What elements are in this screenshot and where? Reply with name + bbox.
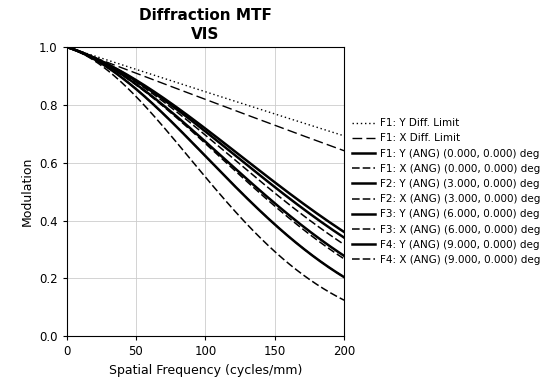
F1: Y (ANG) (0.000, 0.000) deg: (0, 1): Y (ANG) (0.000, 0.000) deg: (0, 1) bbox=[63, 45, 70, 49]
Line: F4: Y (ANG) (9.000, 0.000) deg: F4: Y (ANG) (9.000, 0.000) deg bbox=[67, 47, 344, 277]
F4: Y (ANG) (9.000, 0.000) deg: (0, 1): Y (ANG) (9.000, 0.000) deg: (0, 1) bbox=[63, 45, 70, 49]
Title: Diffraction MTF
VIS: Diffraction MTF VIS bbox=[139, 8, 272, 41]
F3: X (ANG) (6.000, 0.000) deg: (137, 0.443): X (ANG) (6.000, 0.000) deg: (137, 0.443) bbox=[254, 206, 260, 210]
F3: Y (ANG) (6.000, 0.000) deg: (80.9, 0.753): Y (ANG) (6.000, 0.000) deg: (80.9, 0.753… bbox=[175, 116, 182, 121]
F3: Y (ANG) (6.000, 0.000) deg: (137, 0.512): Y (ANG) (6.000, 0.000) deg: (137, 0.512) bbox=[254, 186, 260, 190]
F2: X (ANG) (3.000, 0.000) deg: (0, 1): X (ANG) (3.000, 0.000) deg: (0, 1) bbox=[63, 45, 70, 49]
F2: Y (ANG) (3.000, 0.000) deg: (20.4, 0.961): Y (ANG) (3.000, 0.000) deg: (20.4, 0.961… bbox=[92, 56, 98, 61]
F1: X (ANG) (0.000, 0.000) deg: (156, 0.472): X (ANG) (0.000, 0.000) deg: (156, 0.472) bbox=[280, 197, 286, 202]
Y-axis label: Modulation: Modulation bbox=[21, 157, 33, 226]
F3: Y (ANG) (6.000, 0.000) deg: (88.1, 0.723): Y (ANG) (6.000, 0.000) deg: (88.1, 0.723… bbox=[185, 125, 192, 129]
F2: Y (ANG) (3.000, 0.000) deg: (88.1, 0.753): Y (ANG) (3.000, 0.000) deg: (88.1, 0.753… bbox=[185, 116, 192, 121]
F2: Y (ANG) (3.000, 0.000) deg: (200, 0.341): Y (ANG) (3.000, 0.000) deg: (200, 0.341) bbox=[341, 235, 347, 240]
F1: X Diff. Limit: (137, 0.752): X Diff. Limit: (137, 0.752) bbox=[254, 117, 260, 121]
F1: X (ANG) (0.000, 0.000) deg: (0, 1): X (ANG) (0.000, 0.000) deg: (0, 1) bbox=[63, 45, 70, 49]
F1: Y (ANG) (0.000, 0.000) deg: (137, 0.579): Y (ANG) (0.000, 0.000) deg: (137, 0.579) bbox=[254, 167, 260, 171]
F4: X (ANG) (9.000, 0.000) deg: (80.9, 0.661): X (ANG) (9.000, 0.000) deg: (80.9, 0.661… bbox=[175, 143, 182, 147]
Line: F1: Y Diff. Limit: F1: Y Diff. Limit bbox=[67, 47, 344, 136]
F2: X (ANG) (3.000, 0.000) deg: (137, 0.503): X (ANG) (3.000, 0.000) deg: (137, 0.503) bbox=[254, 188, 260, 193]
F4: X (ANG) (9.000, 0.000) deg: (156, 0.268): X (ANG) (9.000, 0.000) deg: (156, 0.268) bbox=[280, 256, 286, 261]
F1: X Diff. Limit: (200, 0.641): X Diff. Limit: (200, 0.641) bbox=[341, 148, 347, 153]
Line: F3: X (ANG) (6.000, 0.000) deg: F3: X (ANG) (6.000, 0.000) deg bbox=[67, 47, 344, 277]
F1: Y (ANG) (0.000, 0.000) deg: (160, 0.497): Y (ANG) (0.000, 0.000) deg: (160, 0.497) bbox=[285, 190, 291, 195]
F1: Y (ANG) (0.000, 0.000) deg: (20.4, 0.962): Y (ANG) (0.000, 0.000) deg: (20.4, 0.962… bbox=[92, 56, 98, 60]
F2: X (ANG) (3.000, 0.000) deg: (200, 0.268): X (ANG) (3.000, 0.000) deg: (200, 0.268) bbox=[341, 256, 347, 261]
F4: Y (ANG) (9.000, 0.000) deg: (200, 0.204): Y (ANG) (9.000, 0.000) deg: (200, 0.204) bbox=[341, 275, 347, 280]
F3: Y (ANG) (6.000, 0.000) deg: (20.4, 0.959): Y (ANG) (6.000, 0.000) deg: (20.4, 0.959… bbox=[92, 56, 98, 61]
F2: X (ANG) (3.000, 0.000) deg: (88.1, 0.718): X (ANG) (3.000, 0.000) deg: (88.1, 0.718… bbox=[185, 126, 192, 131]
Line: F1: Y (ANG) (0.000, 0.000) deg: F1: Y (ANG) (0.000, 0.000) deg bbox=[67, 47, 344, 232]
F1: X (ANG) (0.000, 0.000) deg: (200, 0.317): X (ANG) (0.000, 0.000) deg: (200, 0.317) bbox=[341, 242, 347, 247]
F1: X (ANG) (0.000, 0.000) deg: (88.1, 0.742): X (ANG) (0.000, 0.000) deg: (88.1, 0.742… bbox=[185, 119, 192, 124]
F1: Y (ANG) (0.000, 0.000) deg: (80.9, 0.786): Y (ANG) (0.000, 0.000) deg: (80.9, 0.786… bbox=[175, 106, 182, 111]
F2: Y (ANG) (3.000, 0.000) deg: (160, 0.48): Y (ANG) (3.000, 0.000) deg: (160, 0.48) bbox=[285, 195, 291, 200]
F4: Y (ANG) (9.000, 0.000) deg: (80.9, 0.716): Y (ANG) (9.000, 0.000) deg: (80.9, 0.716… bbox=[175, 127, 182, 131]
F1: Y Diff. Limit: (200, 0.693): Y Diff. Limit: (200, 0.693) bbox=[341, 134, 347, 138]
Line: F2: Y (ANG) (3.000, 0.000) deg: F2: Y (ANG) (3.000, 0.000) deg bbox=[67, 47, 344, 238]
F3: Y (ANG) (6.000, 0.000) deg: (160, 0.422): Y (ANG) (6.000, 0.000) deg: (160, 0.422) bbox=[285, 212, 291, 217]
F1: Y Diff. Limit: (160, 0.754): Y Diff. Limit: (160, 0.754) bbox=[285, 116, 291, 120]
F4: Y (ANG) (9.000, 0.000) deg: (137, 0.443): Y (ANG) (9.000, 0.000) deg: (137, 0.443) bbox=[254, 206, 260, 210]
F4: Y (ANG) (9.000, 0.000) deg: (20.4, 0.956): Y (ANG) (9.000, 0.000) deg: (20.4, 0.956… bbox=[92, 57, 98, 62]
F1: X Diff. Limit: (20.4, 0.963): X Diff. Limit: (20.4, 0.963) bbox=[92, 55, 98, 60]
F2: X (ANG) (3.000, 0.000) deg: (160, 0.411): X (ANG) (3.000, 0.000) deg: (160, 0.411) bbox=[285, 215, 291, 220]
F1: X Diff. Limit: (0, 1): X Diff. Limit: (0, 1) bbox=[63, 45, 70, 49]
F1: X (ANG) (0.000, 0.000) deg: (80.9, 0.77): X (ANG) (0.000, 0.000) deg: (80.9, 0.77) bbox=[175, 111, 182, 116]
F4: Y (ANG) (9.000, 0.000) deg: (156, 0.361): Y (ANG) (9.000, 0.000) deg: (156, 0.361) bbox=[280, 230, 286, 234]
F3: Y (ANG) (6.000, 0.000) deg: (0, 1): Y (ANG) (6.000, 0.000) deg: (0, 1) bbox=[63, 45, 70, 49]
F2: X (ANG) (3.000, 0.000) deg: (80.9, 0.749): X (ANG) (3.000, 0.000) deg: (80.9, 0.749… bbox=[175, 117, 182, 122]
Line: F1: X (ANG) (0.000, 0.000) deg: F1: X (ANG) (0.000, 0.000) deg bbox=[67, 47, 344, 244]
Line: F2: X (ANG) (3.000, 0.000) deg: F2: X (ANG) (3.000, 0.000) deg bbox=[67, 47, 344, 259]
F4: X (ANG) (9.000, 0.000) deg: (0, 1): X (ANG) (9.000, 0.000) deg: (0, 1) bbox=[63, 45, 70, 49]
F2: Y (ANG) (3.000, 0.000) deg: (156, 0.494): Y (ANG) (3.000, 0.000) deg: (156, 0.494) bbox=[280, 191, 286, 196]
F2: Y (ANG) (3.000, 0.000) deg: (80.9, 0.779): Y (ANG) (3.000, 0.000) deg: (80.9, 0.779… bbox=[175, 109, 182, 113]
F2: Y (ANG) (3.000, 0.000) deg: (0, 1): Y (ANG) (3.000, 0.000) deg: (0, 1) bbox=[63, 45, 70, 49]
F1: X Diff. Limit: (160, 0.712): X Diff. Limit: (160, 0.712) bbox=[285, 128, 291, 133]
F3: X (ANG) (6.000, 0.000) deg: (0, 1): X (ANG) (6.000, 0.000) deg: (0, 1) bbox=[63, 45, 70, 49]
X-axis label: Spatial Frequency (cycles/mm): Spatial Frequency (cycles/mm) bbox=[109, 364, 302, 377]
F1: Y Diff. Limit: (20.4, 0.968): Y Diff. Limit: (20.4, 0.968) bbox=[92, 54, 98, 58]
F2: X (ANG) (3.000, 0.000) deg: (156, 0.426): X (ANG) (3.000, 0.000) deg: (156, 0.426) bbox=[280, 211, 286, 215]
F1: X Diff. Limit: (80.9, 0.853): X Diff. Limit: (80.9, 0.853) bbox=[175, 87, 182, 92]
F4: X (ANG) (9.000, 0.000) deg: (160, 0.253): X (ANG) (9.000, 0.000) deg: (160, 0.253) bbox=[285, 261, 291, 265]
F3: X (ANG) (6.000, 0.000) deg: (88.1, 0.681): X (ANG) (6.000, 0.000) deg: (88.1, 0.681… bbox=[185, 137, 192, 142]
F1: X Diff. Limit: (88.1, 0.84): X Diff. Limit: (88.1, 0.84) bbox=[185, 91, 192, 95]
F3: X (ANG) (6.000, 0.000) deg: (156, 0.361): X (ANG) (6.000, 0.000) deg: (156, 0.361) bbox=[280, 230, 286, 234]
F1: Y Diff. Limit: (137, 0.788): Y Diff. Limit: (137, 0.788) bbox=[254, 106, 260, 111]
F1: X (ANG) (0.000, 0.000) deg: (160, 0.458): X (ANG) (0.000, 0.000) deg: (160, 0.458) bbox=[285, 201, 291, 206]
F2: Y (ANG) (3.000, 0.000) deg: (137, 0.564): Y (ANG) (3.000, 0.000) deg: (137, 0.564) bbox=[254, 171, 260, 176]
F1: X (ANG) (0.000, 0.000) deg: (137, 0.545): X (ANG) (0.000, 0.000) deg: (137, 0.545) bbox=[254, 176, 260, 181]
F3: X (ANG) (6.000, 0.000) deg: (160, 0.347): X (ANG) (6.000, 0.000) deg: (160, 0.347) bbox=[285, 234, 291, 239]
F4: X (ANG) (9.000, 0.000) deg: (20.4, 0.951): X (ANG) (9.000, 0.000) deg: (20.4, 0.951… bbox=[92, 59, 98, 63]
F1: X (ANG) (0.000, 0.000) deg: (20.4, 0.96): X (ANG) (0.000, 0.000) deg: (20.4, 0.96) bbox=[92, 56, 98, 61]
F1: X Diff. Limit: (156, 0.719): X Diff. Limit: (156, 0.719) bbox=[280, 126, 286, 131]
F4: X (ANG) (9.000, 0.000) deg: (137, 0.351): X (ANG) (9.000, 0.000) deg: (137, 0.351) bbox=[254, 232, 260, 237]
F1: Y Diff. Limit: (88.1, 0.863): Y Diff. Limit: (88.1, 0.863) bbox=[185, 84, 192, 89]
F4: Y (ANG) (9.000, 0.000) deg: (88.1, 0.681): Y (ANG) (9.000, 0.000) deg: (88.1, 0.681… bbox=[185, 137, 192, 142]
Legend: F1: Y Diff. Limit, F1: X Diff. Limit, F1: Y (ANG) (0.000, 0.000) deg, F1: X (ANG: F1: Y Diff. Limit, F1: X Diff. Limit, F1… bbox=[352, 118, 541, 265]
F1: Y (ANG) (0.000, 0.000) deg: (156, 0.51): Y (ANG) (0.000, 0.000) deg: (156, 0.51) bbox=[280, 186, 286, 191]
F1: Y Diff. Limit: (80.9, 0.875): Y Diff. Limit: (80.9, 0.875) bbox=[175, 81, 182, 86]
F1: Y Diff. Limit: (0, 1): Y Diff. Limit: (0, 1) bbox=[63, 45, 70, 49]
Line: F1: X Diff. Limit: F1: X Diff. Limit bbox=[67, 47, 344, 151]
F3: Y (ANG) (6.000, 0.000) deg: (156, 0.436): Y (ANG) (6.000, 0.000) deg: (156, 0.436) bbox=[280, 208, 286, 212]
F3: X (ANG) (6.000, 0.000) deg: (80.9, 0.716): X (ANG) (6.000, 0.000) deg: (80.9, 0.716… bbox=[175, 127, 182, 131]
F1: Y Diff. Limit: (156, 0.759): Y Diff. Limit: (156, 0.759) bbox=[280, 114, 286, 119]
F4: Y (ANG) (9.000, 0.000) deg: (160, 0.347): Y (ANG) (9.000, 0.000) deg: (160, 0.347) bbox=[285, 234, 291, 239]
F3: X (ANG) (6.000, 0.000) deg: (200, 0.204): X (ANG) (6.000, 0.000) deg: (200, 0.204) bbox=[341, 275, 347, 280]
F2: X (ANG) (3.000, 0.000) deg: (20.4, 0.959): X (ANG) (3.000, 0.000) deg: (20.4, 0.959… bbox=[92, 57, 98, 61]
Line: F4: X (ANG) (9.000, 0.000) deg: F4: X (ANG) (9.000, 0.000) deg bbox=[67, 47, 344, 300]
F4: X (ANG) (9.000, 0.000) deg: (88.1, 0.619): X (ANG) (9.000, 0.000) deg: (88.1, 0.619… bbox=[185, 155, 192, 160]
F4: X (ANG) (9.000, 0.000) deg: (200, 0.125): X (ANG) (9.000, 0.000) deg: (200, 0.125) bbox=[341, 298, 347, 303]
Line: F3: Y (ANG) (6.000, 0.000) deg: F3: Y (ANG) (6.000, 0.000) deg bbox=[67, 47, 344, 256]
F1: Y (ANG) (0.000, 0.000) deg: (88.1, 0.761): Y (ANG) (0.000, 0.000) deg: (88.1, 0.761… bbox=[185, 114, 192, 118]
F1: Y (ANG) (0.000, 0.000) deg: (200, 0.36): Y (ANG) (0.000, 0.000) deg: (200, 0.36) bbox=[341, 230, 347, 234]
F3: Y (ANG) (6.000, 0.000) deg: (200, 0.278): Y (ANG) (6.000, 0.000) deg: (200, 0.278) bbox=[341, 253, 347, 258]
F3: X (ANG) (6.000, 0.000) deg: (20.4, 0.956): X (ANG) (6.000, 0.000) deg: (20.4, 0.956… bbox=[92, 57, 98, 62]
